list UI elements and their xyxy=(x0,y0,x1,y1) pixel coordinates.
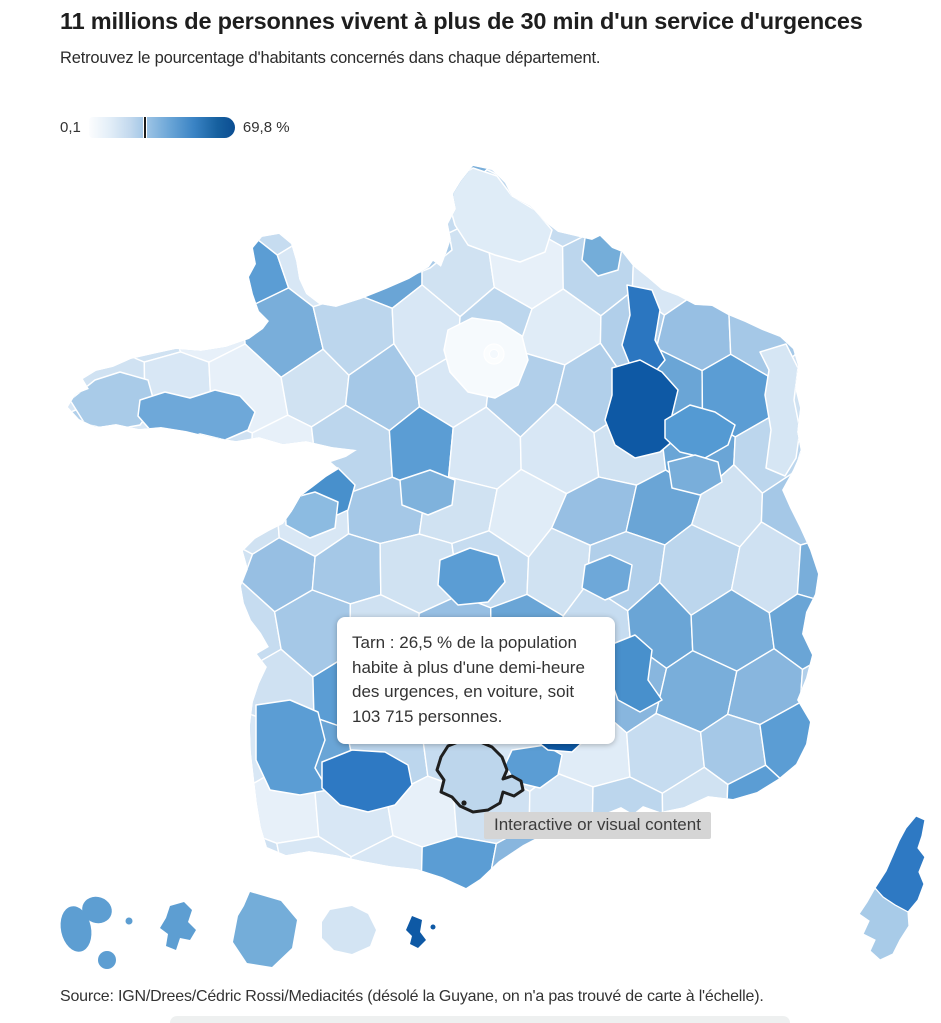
department-cell[interactable] xyxy=(100,650,186,730)
department-cell[interactable] xyxy=(0,234,71,318)
department-cell[interactable] xyxy=(316,171,387,255)
department-cell[interactable] xyxy=(693,829,774,906)
department-cell[interactable] xyxy=(40,652,117,723)
department-region[interactable] xyxy=(581,554,633,601)
department-cell[interactable] xyxy=(105,172,183,253)
map-tooltip: Tarn : 26,5 % de la population habite à … xyxy=(337,617,615,744)
department-cell[interactable] xyxy=(486,106,559,186)
department-cell[interactable] xyxy=(72,475,153,544)
department-cell[interactable] xyxy=(37,289,108,364)
department-cell[interactable] xyxy=(283,112,359,195)
department-cell[interactable] xyxy=(42,775,113,844)
department-cell[interactable] xyxy=(760,225,833,316)
department-cell[interactable] xyxy=(102,294,182,363)
department-cell[interactable] xyxy=(181,768,254,850)
legend-tick-marker xyxy=(142,117,147,138)
island-mayotte[interactable] xyxy=(406,916,436,948)
department-cell[interactable] xyxy=(148,709,216,787)
department-region[interactable] xyxy=(255,699,329,796)
department-cell[interactable] xyxy=(523,897,597,967)
legend-min-label: 0,1 xyxy=(60,119,81,136)
department-region[interactable] xyxy=(437,547,506,606)
department-cell[interactable] xyxy=(72,705,152,797)
department-region[interactable] xyxy=(399,469,456,516)
department-cell[interactable] xyxy=(146,474,221,546)
department-cell[interactable] xyxy=(70,581,151,679)
island-guadeloupe[interactable] xyxy=(57,893,133,969)
department-cell[interactable] xyxy=(2,823,82,911)
island-reunion[interactable] xyxy=(322,906,376,954)
department-cell[interactable] xyxy=(799,649,874,737)
tarn-border-dot xyxy=(461,800,467,806)
department-cell[interactable] xyxy=(10,583,74,672)
department-region[interactable] xyxy=(664,404,736,459)
department-region[interactable] xyxy=(284,491,339,539)
department-cell[interactable] xyxy=(793,410,877,487)
department-corse-du-sud[interactable] xyxy=(858,886,910,961)
department-cell[interactable] xyxy=(3,348,78,425)
department-cell[interactable] xyxy=(352,105,420,195)
interactive-content-chip[interactable]: Interactive or visual content xyxy=(484,812,711,839)
legend-max-label: 69,8 % xyxy=(242,119,290,136)
department-cell[interactable] xyxy=(102,534,183,611)
department-cell[interactable] xyxy=(731,171,800,243)
department-cell[interactable] xyxy=(794,166,867,253)
island-corsica[interactable] xyxy=(858,815,926,961)
page-subtitle: Retrouvez le pourcentage d'habitants con… xyxy=(60,49,601,68)
department-cell[interactable] xyxy=(0,464,83,555)
page-title: 11 millions de personnes vivent à plus d… xyxy=(60,8,863,34)
map-tooltip-text: Tarn : 26,5 % de la population habite à … xyxy=(352,633,585,726)
source-credit: Source: IGN/Drees/Cédric Rossi/Mediacité… xyxy=(60,988,900,1006)
source-credit-text: Source: IGN/Drees/Cédric Rossi/Mediacité… xyxy=(60,988,764,1005)
department-cell[interactable] xyxy=(767,118,840,198)
interactive-content-chip-label: Interactive or visual content xyxy=(494,815,701,834)
department-cell[interactable] xyxy=(214,476,280,555)
department-cell[interactable] xyxy=(42,525,110,613)
department-cell[interactable] xyxy=(172,175,256,253)
department-cell[interactable] xyxy=(587,886,664,965)
department-cell[interactable] xyxy=(146,597,212,677)
department-cell[interactable] xyxy=(140,103,216,192)
department-cell[interactable] xyxy=(180,651,249,732)
department-cell[interactable] xyxy=(420,835,497,913)
cutoff-bottom-bar xyxy=(170,1016,790,1023)
department-cell[interactable] xyxy=(662,895,734,972)
paris-inner-rings xyxy=(483,343,505,365)
department-cell[interactable] xyxy=(103,762,187,850)
department-tarn[interactable] xyxy=(435,738,525,814)
department-cell[interactable] xyxy=(803,887,865,969)
island-martinique[interactable] xyxy=(160,902,196,950)
department-region[interactable] xyxy=(321,749,413,813)
department-cell[interactable] xyxy=(178,534,254,613)
department-region[interactable] xyxy=(667,454,723,496)
department-cell[interactable] xyxy=(725,764,805,857)
department-cell[interactable] xyxy=(800,761,871,857)
color-legend: 0,1 69,8 % xyxy=(60,117,290,138)
department-cell[interactable] xyxy=(794,285,873,370)
department-cell[interactable] xyxy=(552,831,634,914)
department-region[interactable] xyxy=(447,167,553,263)
department-cell[interactable] xyxy=(764,833,842,909)
department-cell[interactable] xyxy=(143,230,211,319)
department-cell[interactable] xyxy=(552,110,635,191)
chart-header: 11 millions de personnes vivent à plus d… xyxy=(60,6,890,68)
department-cell[interactable] xyxy=(4,707,81,788)
department-cell[interactable] xyxy=(695,234,775,307)
department-cell[interactable] xyxy=(731,891,808,962)
department-cell[interactable] xyxy=(387,894,456,969)
legend-gradient-bar xyxy=(88,117,235,138)
department-cell[interactable] xyxy=(691,117,776,193)
department-cell[interactable] xyxy=(385,175,461,247)
department-cell[interactable] xyxy=(630,114,706,185)
department-cell[interactable] xyxy=(655,176,737,255)
department-cell[interactable] xyxy=(452,884,532,963)
department-cell[interactable] xyxy=(68,236,148,313)
island-guyane[interactable] xyxy=(233,892,297,967)
department-cell[interactable] xyxy=(34,167,110,251)
department-region[interactable] xyxy=(137,389,256,443)
department-region[interactable] xyxy=(759,343,801,477)
department-cell[interactable] xyxy=(588,163,663,249)
